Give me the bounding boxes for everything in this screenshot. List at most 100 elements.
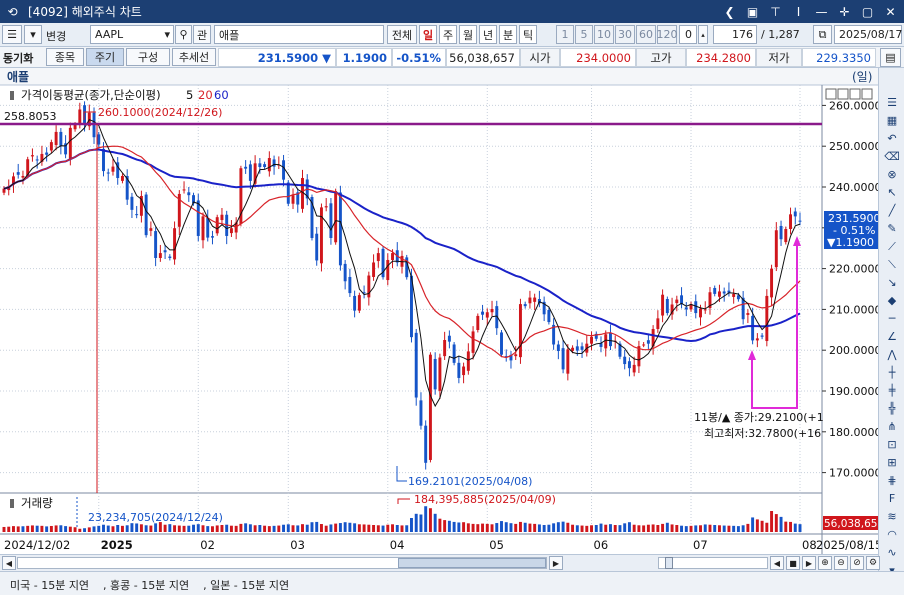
volume-bar [466, 523, 470, 532]
brush-icon[interactable]: ◆ [887, 294, 897, 307]
tab-trendline[interactable]: 추세선 [172, 48, 216, 66]
y-tick-label: 250.0000 [829, 140, 878, 153]
cross-line-icon[interactable]: ╪ [888, 384, 896, 397]
candle-body [793, 211, 797, 217]
cycle-icon[interactable]: ◠ [887, 528, 897, 541]
related-button[interactable]: 관 [193, 25, 211, 44]
period-button-3[interactable]: 년 [479, 25, 497, 44]
candle-body [760, 335, 764, 337]
trendline-icon[interactable]: ╱ [888, 204, 896, 217]
box-icon[interactable]: ⊡ [887, 438, 897, 451]
tab-stock[interactable]: 종목 [46, 48, 84, 66]
grid-icon[interactable]: ▦ [886, 114, 898, 127]
zoom-fit-icon[interactable]: ⧉ [813, 25, 832, 44]
volume-min-label: 23,234,705(2024/12/24) [88, 511, 223, 524]
horizontal-line-icon[interactable]: ─ [888, 312, 896, 325]
all-button[interactable]: 전체 [387, 25, 417, 44]
menu-icon[interactable]: ☰ [2, 25, 22, 44]
square-icon[interactable]: ⊞ [887, 456, 897, 469]
tab-layout[interactable]: 구성 [126, 48, 170, 66]
search-icon[interactable]: ⚲ [175, 25, 192, 44]
volume-bar [225, 524, 229, 532]
zoom-slider[interactable] [658, 557, 768, 569]
save-icon[interactable]: ▣ [746, 4, 759, 19]
chevron-down-icon[interactable]: ▾ [164, 28, 170, 41]
date-field[interactable]: 2025/08/17 [834, 25, 902, 44]
candle-body [485, 312, 489, 318]
candle-body [523, 304, 527, 307]
angle-icon[interactable]: ∠ [887, 330, 897, 343]
period-button-2[interactable]: 월 [459, 25, 477, 44]
interval-button-4[interactable]: 60 [636, 25, 656, 44]
scroll-down-icon[interactable]: ▾ [882, 562, 902, 579]
sync-label[interactable]: 동기화 [3, 52, 34, 65]
cursor-icon[interactable]: ↖ [887, 186, 897, 199]
nav-first-icon[interactable]: ◀ [770, 556, 784, 570]
pen-icon[interactable]: ✎ [887, 222, 897, 235]
interval-field[interactable]: 0 [679, 25, 697, 44]
volume-bar [547, 524, 551, 532]
y-tick-label: 220.0000 [829, 263, 878, 276]
fibo-fan-icon[interactable]: ≋ [887, 510, 897, 523]
tab-period[interactable]: 주기 [86, 48, 124, 66]
pitchfork-icon[interactable]: ⋔ [887, 420, 897, 433]
list-icon[interactable]: ☰ [887, 96, 897, 109]
zoom-reset-icon[interactable]: ⊘ [850, 556, 864, 570]
horizontal-scrollbar[interactable] [17, 557, 547, 569]
fibo-icon[interactable]: F [888, 492, 896, 505]
zoom-slider-handle[interactable] [665, 557, 673, 569]
ray-icon[interactable]: ↘ [887, 276, 897, 289]
link-icon[interactable]: ⟲ [7, 4, 18, 19]
undo-icon[interactable]: ↶ [887, 132, 897, 145]
interval-button-0[interactable]: 1 [556, 25, 574, 44]
current-volume-label: 56,038,657 [824, 518, 878, 530]
candle-body [717, 291, 721, 297]
interval-button-3[interactable]: 30 [615, 25, 635, 44]
move-icon[interactable]: ✛ [839, 4, 850, 19]
volume-bar [229, 525, 233, 532]
delete-all-icon[interactable]: ⊗ [887, 168, 897, 181]
interval-button-1[interactable]: 5 [575, 25, 593, 44]
symbol-input[interactable]: AAPL ▾ [90, 25, 174, 44]
fan-icon[interactable]: ⋀ [887, 348, 897, 361]
prev-window-icon[interactable]: ❮ [724, 4, 735, 19]
dropdown-icon[interactable]: ▾ [24, 25, 42, 44]
candle-body [73, 124, 77, 130]
nav-next-icon[interactable]: ▶ [802, 556, 816, 570]
gann-icon[interactable]: ⋕ [887, 474, 897, 487]
scroll-left-icon[interactable]: ◀ [2, 556, 16, 570]
close-icon[interactable]: ✕ [885, 4, 896, 19]
period-button-4[interactable]: 분 [499, 25, 517, 44]
candle-body [239, 168, 243, 224]
candle-body [177, 193, 181, 227]
diagonal-icon[interactable]: ⟋ [888, 239, 896, 253]
volume-bar [272, 525, 276, 532]
channel-icon[interactable]: ╬ [888, 402, 896, 415]
minimize-icon[interactable]: — [815, 4, 828, 19]
settings-icon[interactable]: ⚙ [866, 556, 880, 570]
candle-body [173, 228, 177, 260]
scrollbar-thumb[interactable] [398, 558, 546, 568]
pin-icon[interactable]: ⊤ [770, 4, 781, 19]
period-button-0[interactable]: 일 [419, 25, 437, 44]
layout-icon[interactable]: ▤ [880, 48, 901, 67]
interval-button-5[interactable]: 120 [657, 25, 678, 44]
vertical-line-icon[interactable]: ┼ [888, 366, 896, 379]
interval-button-2[interactable]: 10 [594, 25, 614, 44]
scroll-right-icon[interactable]: ▶ [549, 556, 563, 570]
nav-stop-icon[interactable]: ■ [786, 556, 800, 570]
zoom-out-icon[interactable]: ⊖ [834, 556, 848, 570]
zoom-in-icon[interactable]: ⊕ [818, 556, 832, 570]
maximize-icon[interactable]: ▢ [861, 4, 874, 19]
chart-area[interactable]: 애플 (일) 260.0000250.0000240.0000230.00002… [0, 68, 884, 554]
volume-bar [694, 525, 698, 532]
price-chart[interactable]: 애플 (일) 260.0000250.0000240.0000230.00002… [0, 68, 884, 554]
erase-icon[interactable]: ⌫ [884, 150, 900, 163]
count-field[interactable]: 176 [713, 25, 757, 44]
period-button-1[interactable]: 주 [439, 25, 457, 44]
help-icon[interactable]: Ⅰ [796, 4, 801, 19]
segment-icon[interactable]: ⟍ [888, 257, 896, 271]
interval-spinner[interactable]: ▴ [698, 25, 708, 44]
wave-icon[interactable]: ∿ [887, 546, 897, 559]
period-button-5[interactable]: 틱 [519, 25, 537, 44]
